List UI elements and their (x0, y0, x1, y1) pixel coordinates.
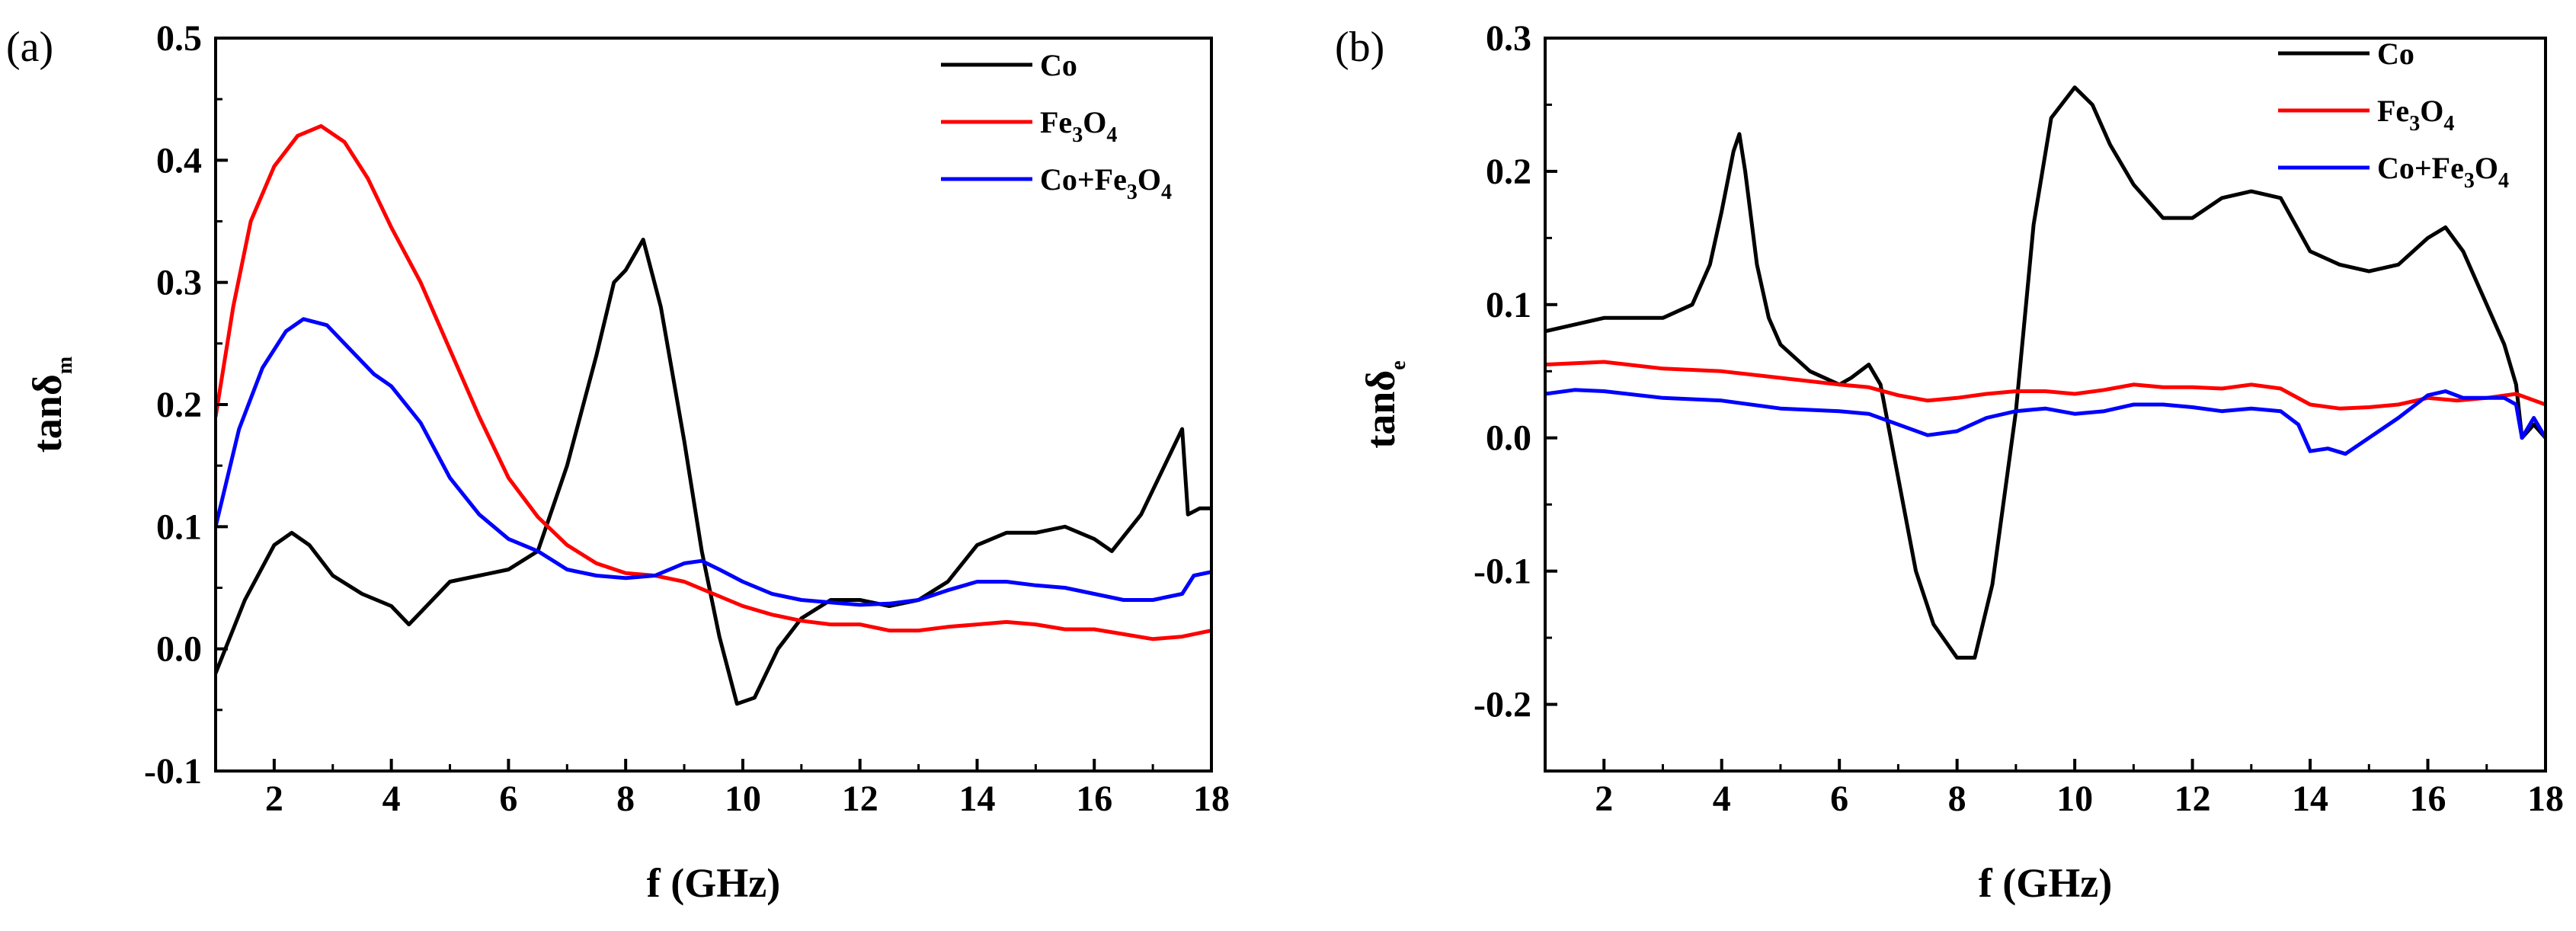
y-tick-label: -0.2 (1474, 685, 1531, 725)
series-line-co-fe3o4 (1545, 388, 2546, 456)
y-tick-label: 0.0 (156, 629, 202, 670)
x-tick-label: 10 (2056, 779, 2093, 819)
legend-item: Fe3O4 (2278, 94, 2454, 136)
y-tick-label: -0.1 (144, 751, 202, 792)
x-tick-label: 16 (2410, 779, 2446, 819)
series-lines (216, 123, 1211, 706)
y-tick-label: 0.4 (156, 140, 202, 181)
x-axis-title: f (GHz) (1979, 860, 2112, 906)
y-tick-label: -0.1 (1474, 552, 1531, 592)
legend-item: Co+Fe3O4 (941, 162, 1172, 204)
y-tick-label: 0.0 (1486, 418, 1531, 459)
legend-item: Co+Fe3O4 (2278, 151, 2509, 193)
series-line-co-fe3o4 (216, 317, 1211, 607)
series-line-co (1545, 85, 2546, 660)
legend-label: Co+Fe3O4 (1040, 162, 1172, 204)
legend-label: Co (1040, 48, 1077, 82)
x-tick-label: 10 (725, 779, 761, 819)
x-tick-label: 6 (499, 779, 517, 819)
legend-item: Co (941, 48, 1077, 82)
plot-frame (1544, 37, 2547, 773)
x-tick-label: 6 (1830, 779, 1848, 819)
panel-label: (b) (1335, 24, 1384, 71)
x-axis-title: f (GHz) (647, 860, 780, 906)
panel-b: 2 4 6 8 10 12 14 16 18 -0.2 -0.1 0.0 0.1 0.2 0.3 (b) f (… (1335, 18, 2564, 906)
x-tick-label: 2 (265, 779, 283, 819)
legend: Co Fe3O4 Co+Fe3O4 (941, 48, 1172, 204)
y-tick-label: 0.2 (156, 385, 202, 425)
legend-label: Co+Fe3O4 (2377, 151, 2509, 193)
x-tick-label: 18 (2527, 779, 2564, 819)
series-line-co (216, 238, 1211, 706)
x-tick-label: 4 (382, 779, 401, 819)
y-tick-label: 0.1 (1486, 285, 1531, 325)
panel-label: (a) (6, 24, 53, 71)
legend-label: Co (2377, 37, 2414, 71)
plot-frame (214, 37, 1213, 773)
legend-label: Fe3O4 (2377, 94, 2454, 136)
y-axis-title: tanδm (24, 357, 77, 453)
series-lines (1545, 85, 2546, 660)
x-tick-label: 2 (1595, 779, 1613, 819)
legend: Co Fe3O4 Co+Fe3O4 (2278, 37, 2509, 193)
series-line-fe3o4 (1545, 360, 2546, 411)
y-tick-label: 0.2 (1486, 152, 1531, 192)
series-line-fe3o4 (216, 123, 1211, 641)
legend-label: Fe3O4 (1040, 105, 1117, 147)
x-tick-label: 12 (2174, 779, 2211, 819)
x-tick-label: 8 (616, 779, 635, 819)
x-tick-label: 14 (2292, 779, 2328, 819)
x-tick-label: 14 (958, 779, 995, 819)
y-tick-label: 0.5 (156, 18, 202, 59)
panel-a: 2 4 6 8 10 12 14 16 18 -0.1 0.0 0.1 0.2 0.3 0.4 0.5 (a) f… (6, 18, 1230, 906)
x-tick-label: 12 (842, 779, 878, 819)
x-tick-label: 18 (1193, 779, 1230, 819)
legend-item: Fe3O4 (941, 105, 1117, 147)
y-tick-label: 0.3 (156, 263, 202, 303)
y-tick-label: 0.1 (156, 507, 202, 547)
y-tick-label: 0.3 (1486, 18, 1531, 59)
x-tick-label: 16 (1076, 779, 1112, 819)
x-tick-label: 4 (1713, 779, 1731, 819)
x-tick-label: 8 (1948, 779, 1966, 819)
legend-item: Co (2278, 37, 2414, 71)
y-axis-title: tanδe (1358, 360, 1410, 448)
